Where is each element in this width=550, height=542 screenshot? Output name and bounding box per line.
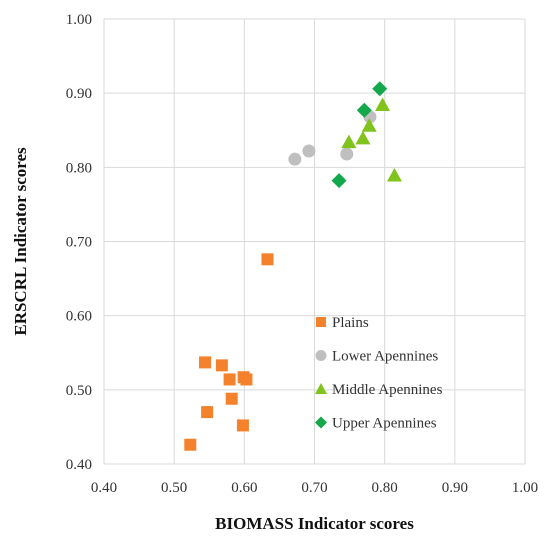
lower-apennines-point <box>340 147 354 161</box>
y-tick-label: 0.70 <box>66 235 92 251</box>
y-tick-label: 0.50 <box>66 383 92 399</box>
x-axis-ticks: 0.40 0.50 0.60 0.70 0.80 0.90 1.00 <box>91 480 538 496</box>
upper-apennines-point <box>356 102 372 118</box>
lower-apennines-point <box>302 144 316 158</box>
middle-apennines-point <box>355 130 371 145</box>
x-tick-label: 1.00 <box>512 480 538 496</box>
middle-apennines-point <box>361 118 377 132</box>
gridlines <box>103 18 526 465</box>
y-tick-label: 0.40 <box>66 457 92 473</box>
middle-apennines-point <box>341 134 357 149</box>
x-tick-label: 0.40 <box>91 480 117 496</box>
legend-label-lower-apennines: Lower Apennines <box>332 349 438 365</box>
x-tick-label: 0.60 <box>231 480 257 496</box>
plains-point <box>223 373 236 386</box>
x-tick-label: 0.80 <box>372 480 398 496</box>
middle-apennines-point <box>375 97 391 112</box>
x-tick-label: 0.70 <box>301 480 327 496</box>
y-axis-title: ERSCRL Indicator scores <box>11 147 30 336</box>
legend-marker-middle-apennines <box>315 383 327 394</box>
y-tick-label: 0.90 <box>66 86 92 102</box>
legend: Plains Lower Apennines Middle Apennines Upp… <box>315 315 443 432</box>
legend-marker-plains <box>316 317 326 327</box>
y-tick-label: 0.60 <box>66 309 92 325</box>
legend-marker-upper-apennines <box>315 416 327 429</box>
data-points <box>184 81 402 451</box>
y-axis-ticks: 0.40 0.50 0.60 0.70 0.80 0.90 1.00 <box>66 12 92 473</box>
legend-marker-lower-apennines <box>315 350 327 361</box>
plains-point <box>184 438 197 451</box>
legend-label-middle-apennines: Middle Apennines <box>332 382 443 398</box>
legend-label-upper-apennines: Upper Apennines <box>332 416 437 432</box>
lower-apennines-point <box>288 152 302 166</box>
plains-point <box>261 253 274 266</box>
plains-point <box>240 373 253 386</box>
x-axis-title: BIOMASS Indicator scores <box>215 514 414 533</box>
middle-apennines-point <box>386 167 402 182</box>
upper-apennines-point <box>372 81 388 97</box>
x-tick-label: 0.90 <box>442 480 468 496</box>
plains-point <box>199 356 212 369</box>
plains-point <box>201 406 214 419</box>
y-tick-label: 0.80 <box>66 160 92 176</box>
x-tick-label: 0.50 <box>161 480 187 496</box>
legend-label-plains: Plains <box>332 315 369 331</box>
y-tick-label: 1.00 <box>66 12 92 28</box>
plains-point <box>236 419 249 432</box>
upper-apennines-point <box>331 173 347 189</box>
plains-point <box>225 392 238 405</box>
plains-point <box>215 359 228 372</box>
